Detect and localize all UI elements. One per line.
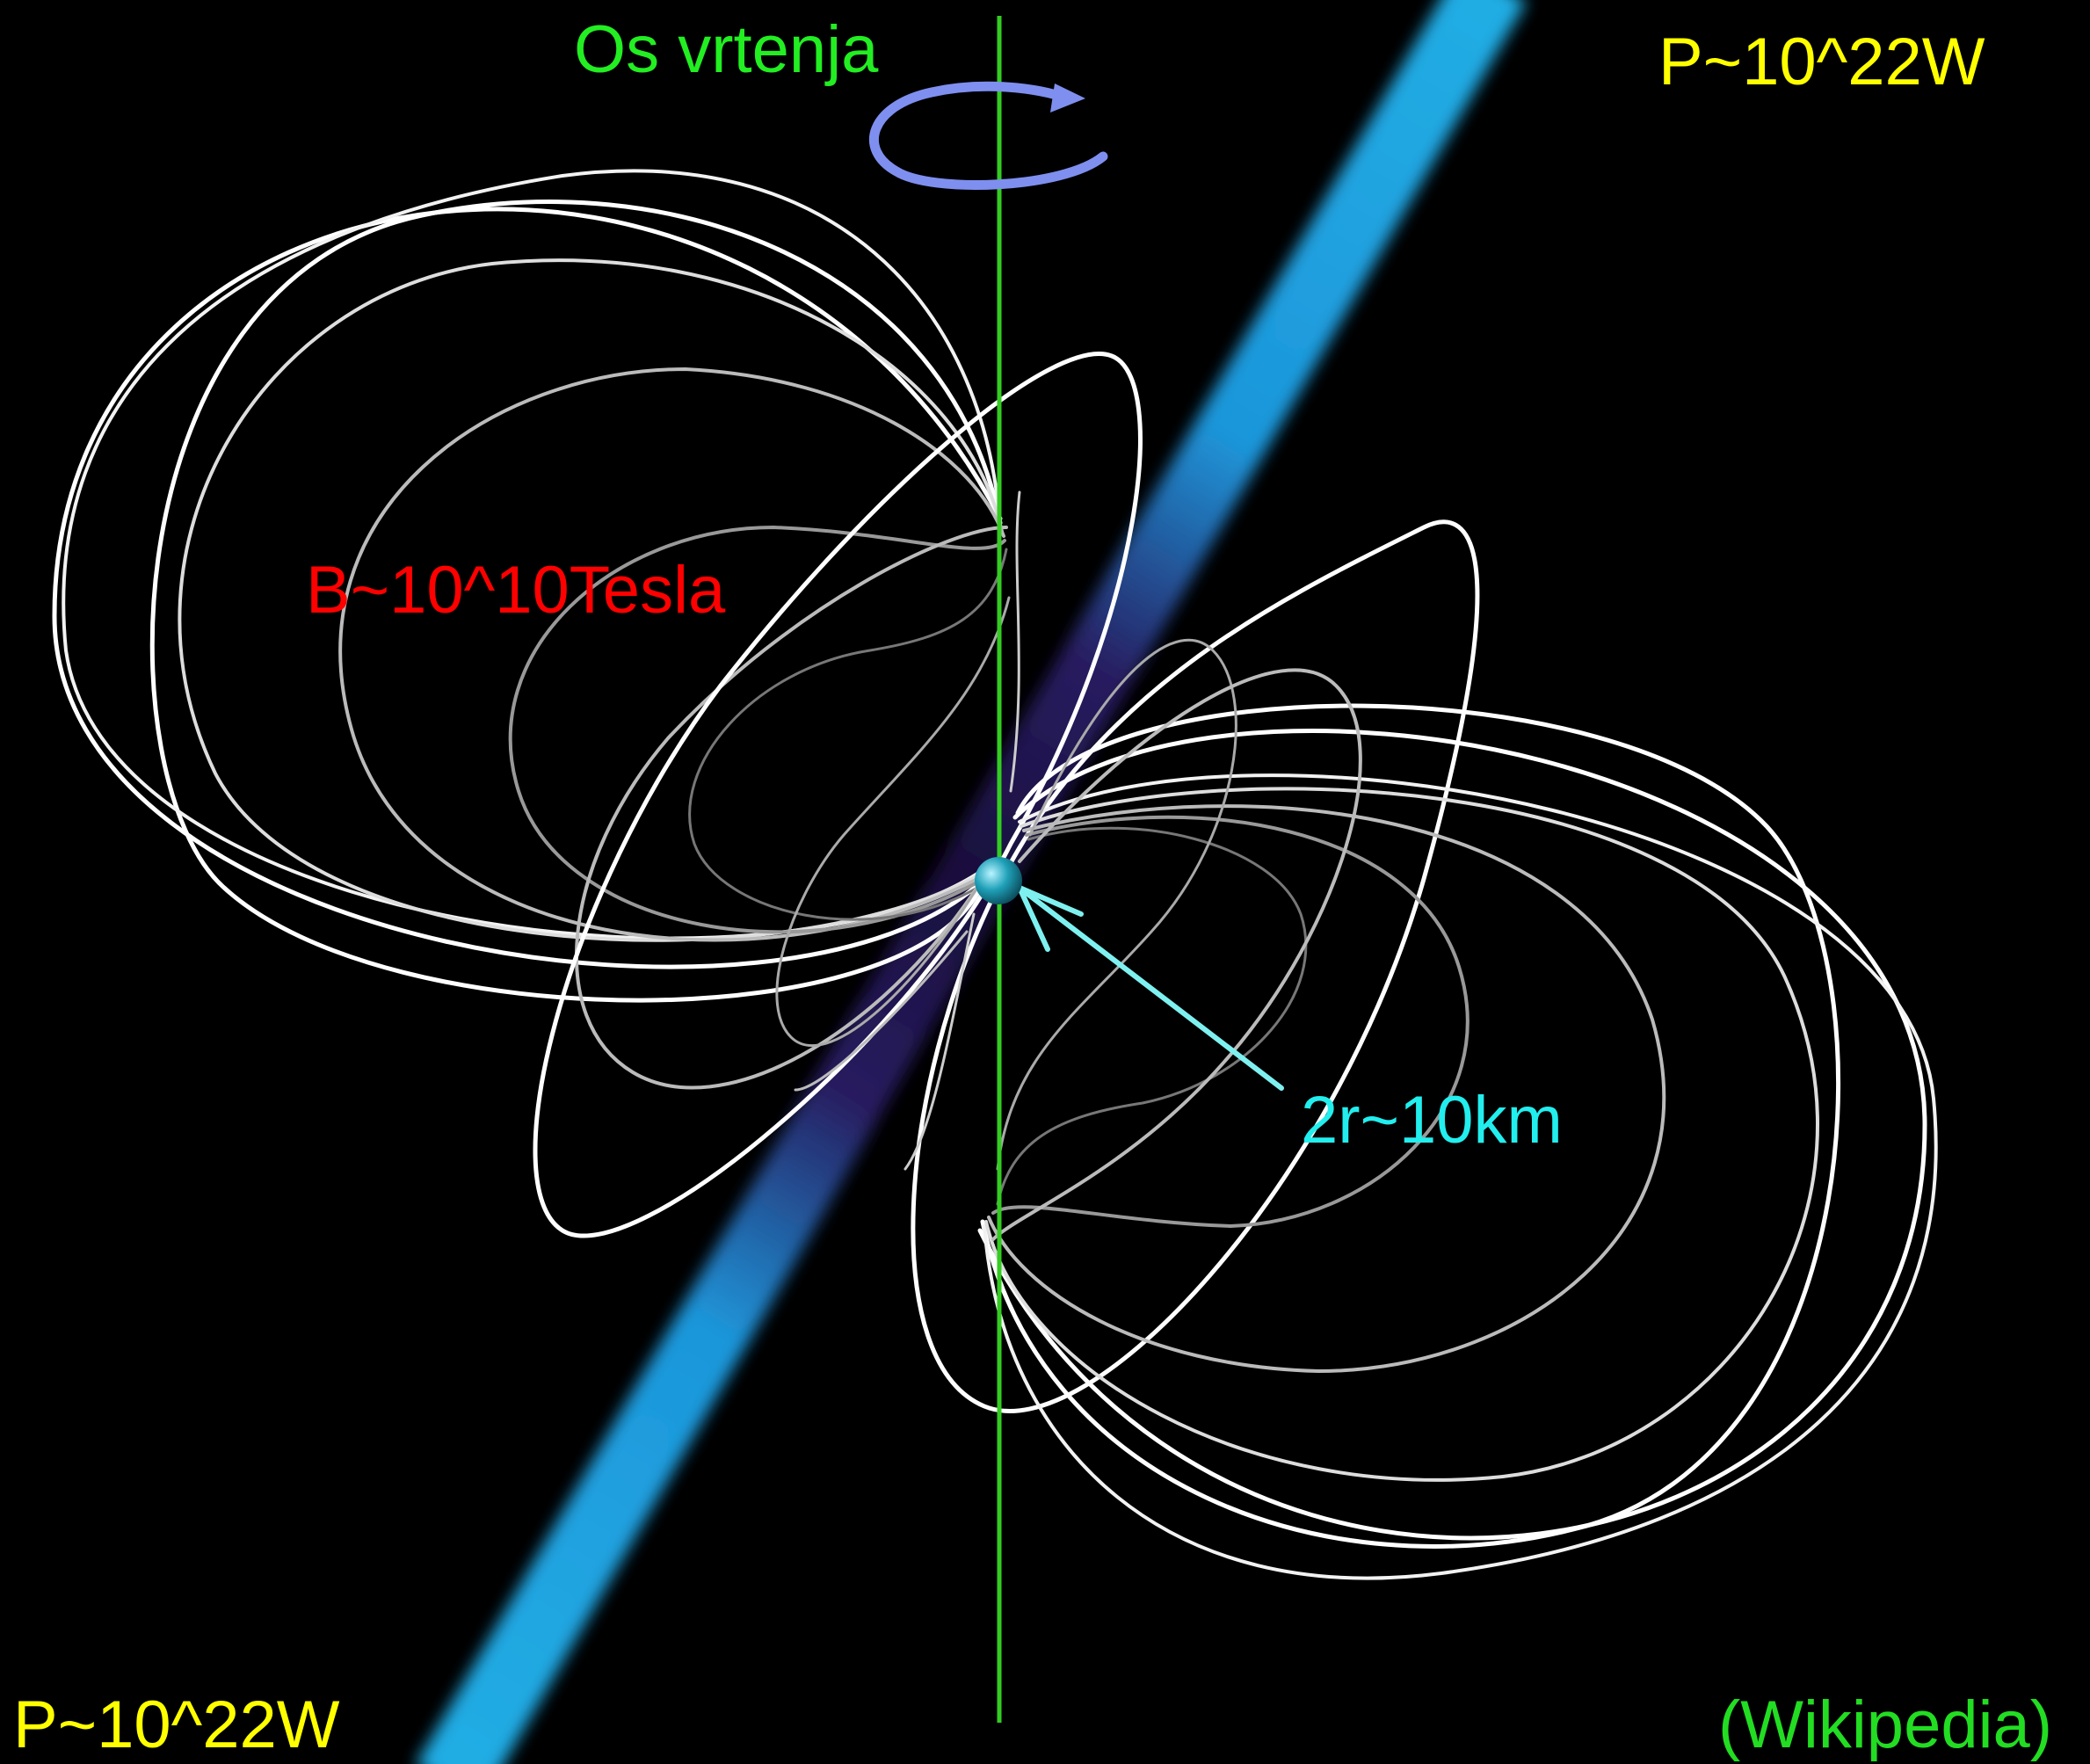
- field-line: [983, 773, 1938, 1580]
- rotation-arrow: [869, 81, 1108, 190]
- neutron-star: [975, 857, 1022, 904]
- field-line: [508, 525, 1006, 934]
- field-line: [980, 703, 1840, 1549]
- field-line: [996, 638, 1237, 1171]
- power-label-bottom: P~10^22W: [13, 1688, 340, 1762]
- field-line: [794, 930, 969, 1092]
- diameter-arrow: [1014, 882, 1284, 1091]
- field-line: [575, 526, 1008, 1090]
- field-line: [911, 519, 1480, 1413]
- field-line: [903, 912, 976, 1171]
- field-line: [338, 367, 1005, 942]
- circular-arrow-head: [1050, 83, 1085, 113]
- field-line: [991, 815, 1470, 1229]
- field-line: [533, 352, 1143, 1238]
- power-label-top: P~10^22W: [1658, 25, 1985, 99]
- field-line: [984, 787, 1819, 1482]
- circular-arrow-icon: [869, 81, 1108, 190]
- field-line: [996, 826, 1308, 1206]
- spin-axis-label: Os vrtenja: [574, 12, 879, 87]
- field-line: [62, 169, 1002, 940]
- field-line: [688, 548, 1008, 921]
- field-line: [775, 596, 1011, 1048]
- field-line: [178, 258, 1004, 942]
- magnetic-field-lines: [52, 169, 1938, 1580]
- field-line: [1009, 490, 1021, 793]
- diameter-label: 2r~10km: [1301, 1083, 1563, 1158]
- field-line: [991, 668, 1362, 1241]
- field-line: [977, 729, 1927, 1541]
- field-line: [52, 207, 1003, 969]
- arrow-icon: [1017, 885, 1284, 1091]
- magnetic-field-label: B~10^10Tesla: [306, 553, 726, 628]
- source-label: (Wikipedia): [1718, 1688, 2052, 1762]
- field-line: [149, 200, 1003, 1003]
